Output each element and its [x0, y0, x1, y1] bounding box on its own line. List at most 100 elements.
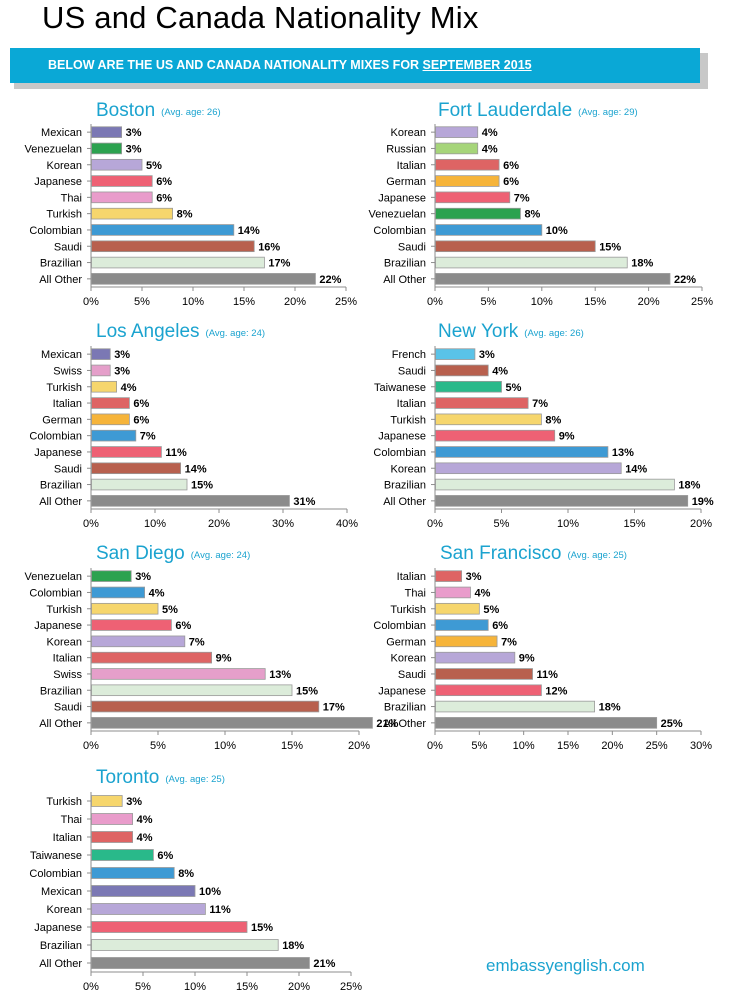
bar-italian [435, 158, 500, 171]
data-label: 22% [674, 274, 696, 286]
x-tick-label: 0% [427, 740, 443, 752]
bar-colombian [91, 429, 137, 442]
chart-subtitle: (Avg. age: 25) [567, 550, 627, 561]
category-label: Saudi [54, 702, 82, 714]
bar-korean [91, 635, 186, 648]
bar-brazilian [435, 256, 628, 269]
category-label: Korean [47, 904, 82, 916]
x-tick-label: 15% [281, 740, 303, 752]
category-label: Brazilian [384, 480, 426, 492]
data-label: 15% [296, 685, 318, 697]
chart-subtitle: (Avg. age: 24) [206, 328, 266, 339]
x-tick-label: 25% [691, 296, 713, 308]
data-label: 13% [612, 447, 634, 459]
bar-venezuelan [91, 570, 132, 582]
bar-thai [435, 586, 471, 599]
category-label: Thai [61, 814, 82, 826]
category-label: Colombian [373, 620, 426, 632]
category-label: Brazilian [40, 480, 82, 492]
category-label: Mexican [41, 349, 82, 361]
chart-subtitle: (Avg. age: 25) [165, 774, 225, 785]
category-label: Swiss [53, 669, 82, 681]
data-label: 14% [625, 463, 647, 475]
category-label: Taiwanese [30, 850, 82, 862]
chart-title: San Diego [96, 543, 185, 564]
data-label: 5% [146, 160, 162, 172]
category-label: Venezuelan [25, 571, 83, 583]
data-label: 22% [319, 274, 341, 286]
category-label: Colombian [373, 447, 426, 459]
category-label: Venezuelan [369, 209, 427, 221]
category-label: Colombian [373, 225, 426, 237]
bar-korean [91, 903, 206, 915]
data-label: 4% [121, 382, 137, 394]
chart-subtitle: (Avg. age: 26) [161, 107, 221, 118]
chart-fort-lauderdale: Fort Lauderdale (Avg. age: 29) 0% 5% 10% 15% 2… [369, 100, 714, 308]
x-tick-label: 20% [208, 518, 230, 530]
bar-colombian [435, 224, 543, 236]
category-label: Turkish [46, 382, 82, 394]
bar-german [435, 175, 500, 187]
chart-san-francisco: San Francisco (Avg. age: 25) 0% 5% 10% 15% 20%… [373, 543, 712, 752]
category-label: Saudi [54, 463, 82, 475]
x-tick-label: 10% [531, 296, 553, 308]
bar-italian [435, 397, 529, 409]
bar-all-other [91, 495, 290, 507]
chart-subtitle: (Avg. age: 26) [524, 328, 584, 339]
bar-all-other [91, 957, 310, 969]
data-label: 4% [482, 143, 498, 155]
data-label: 3% [114, 365, 130, 377]
data-label: 10% [546, 225, 568, 237]
bar-japanese [91, 175, 153, 187]
data-label: 6% [157, 850, 173, 862]
bar-korean [91, 158, 143, 171]
x-tick-label: 20% [601, 740, 623, 752]
data-label: 10% [199, 886, 221, 898]
data-label: 8% [177, 209, 193, 221]
category-label: Turkish [390, 414, 426, 426]
footer-website[interactable]: embassyenglish.com [486, 956, 645, 975]
data-label: 3% [126, 796, 142, 808]
category-label: All Other [383, 496, 426, 508]
bar-german [91, 413, 130, 426]
category-label: Colombian [29, 431, 82, 443]
bar-french [435, 348, 476, 360]
data-label: 8% [178, 868, 194, 880]
bar-brazilian [91, 684, 293, 697]
x-tick-label: 25% [646, 740, 668, 752]
chart-title: Los Angeles [96, 321, 200, 342]
category-label: Japanese [378, 685, 426, 697]
category-label: Colombian [29, 225, 82, 237]
category-label: Saudi [398, 365, 426, 377]
data-label: 4% [492, 365, 508, 377]
data-label: 4% [474, 587, 490, 599]
data-label: 8% [524, 209, 540, 221]
category-label: Russian [386, 143, 426, 155]
data-label: 15% [599, 241, 621, 253]
x-tick-label: 5% [150, 740, 166, 752]
category-label: Korean [47, 160, 82, 172]
x-tick-label: 15% [236, 981, 258, 993]
bar-colombian [435, 446, 609, 458]
data-label: 7% [501, 636, 517, 648]
x-tick-label: 5% [471, 740, 487, 752]
x-tick-label: 0% [427, 296, 443, 308]
bar-mexican [91, 885, 196, 897]
banner-month: SEPTEMBER 2015 [422, 58, 532, 72]
bar-italian [91, 831, 133, 843]
bar-korean [435, 651, 516, 664]
category-label: Japanese [34, 176, 82, 188]
category-label: Italian [53, 398, 82, 410]
category-label: German [42, 414, 82, 426]
category-label: Mexican [41, 886, 82, 898]
category-label: All Other [39, 958, 82, 970]
data-label: 7% [532, 398, 548, 410]
category-label: All Other [39, 496, 82, 508]
category-label: All Other [383, 274, 426, 286]
data-label: 6% [503, 160, 519, 172]
chart-san-diego: San Diego (Avg. age: 24) 0% 5% 10% 15% 20% Vene… [25, 543, 399, 752]
x-tick-label: 10% [184, 981, 206, 993]
category-label: Turkish [46, 604, 82, 616]
bar-venezuelan [435, 207, 521, 220]
data-label: 15% [191, 480, 213, 492]
